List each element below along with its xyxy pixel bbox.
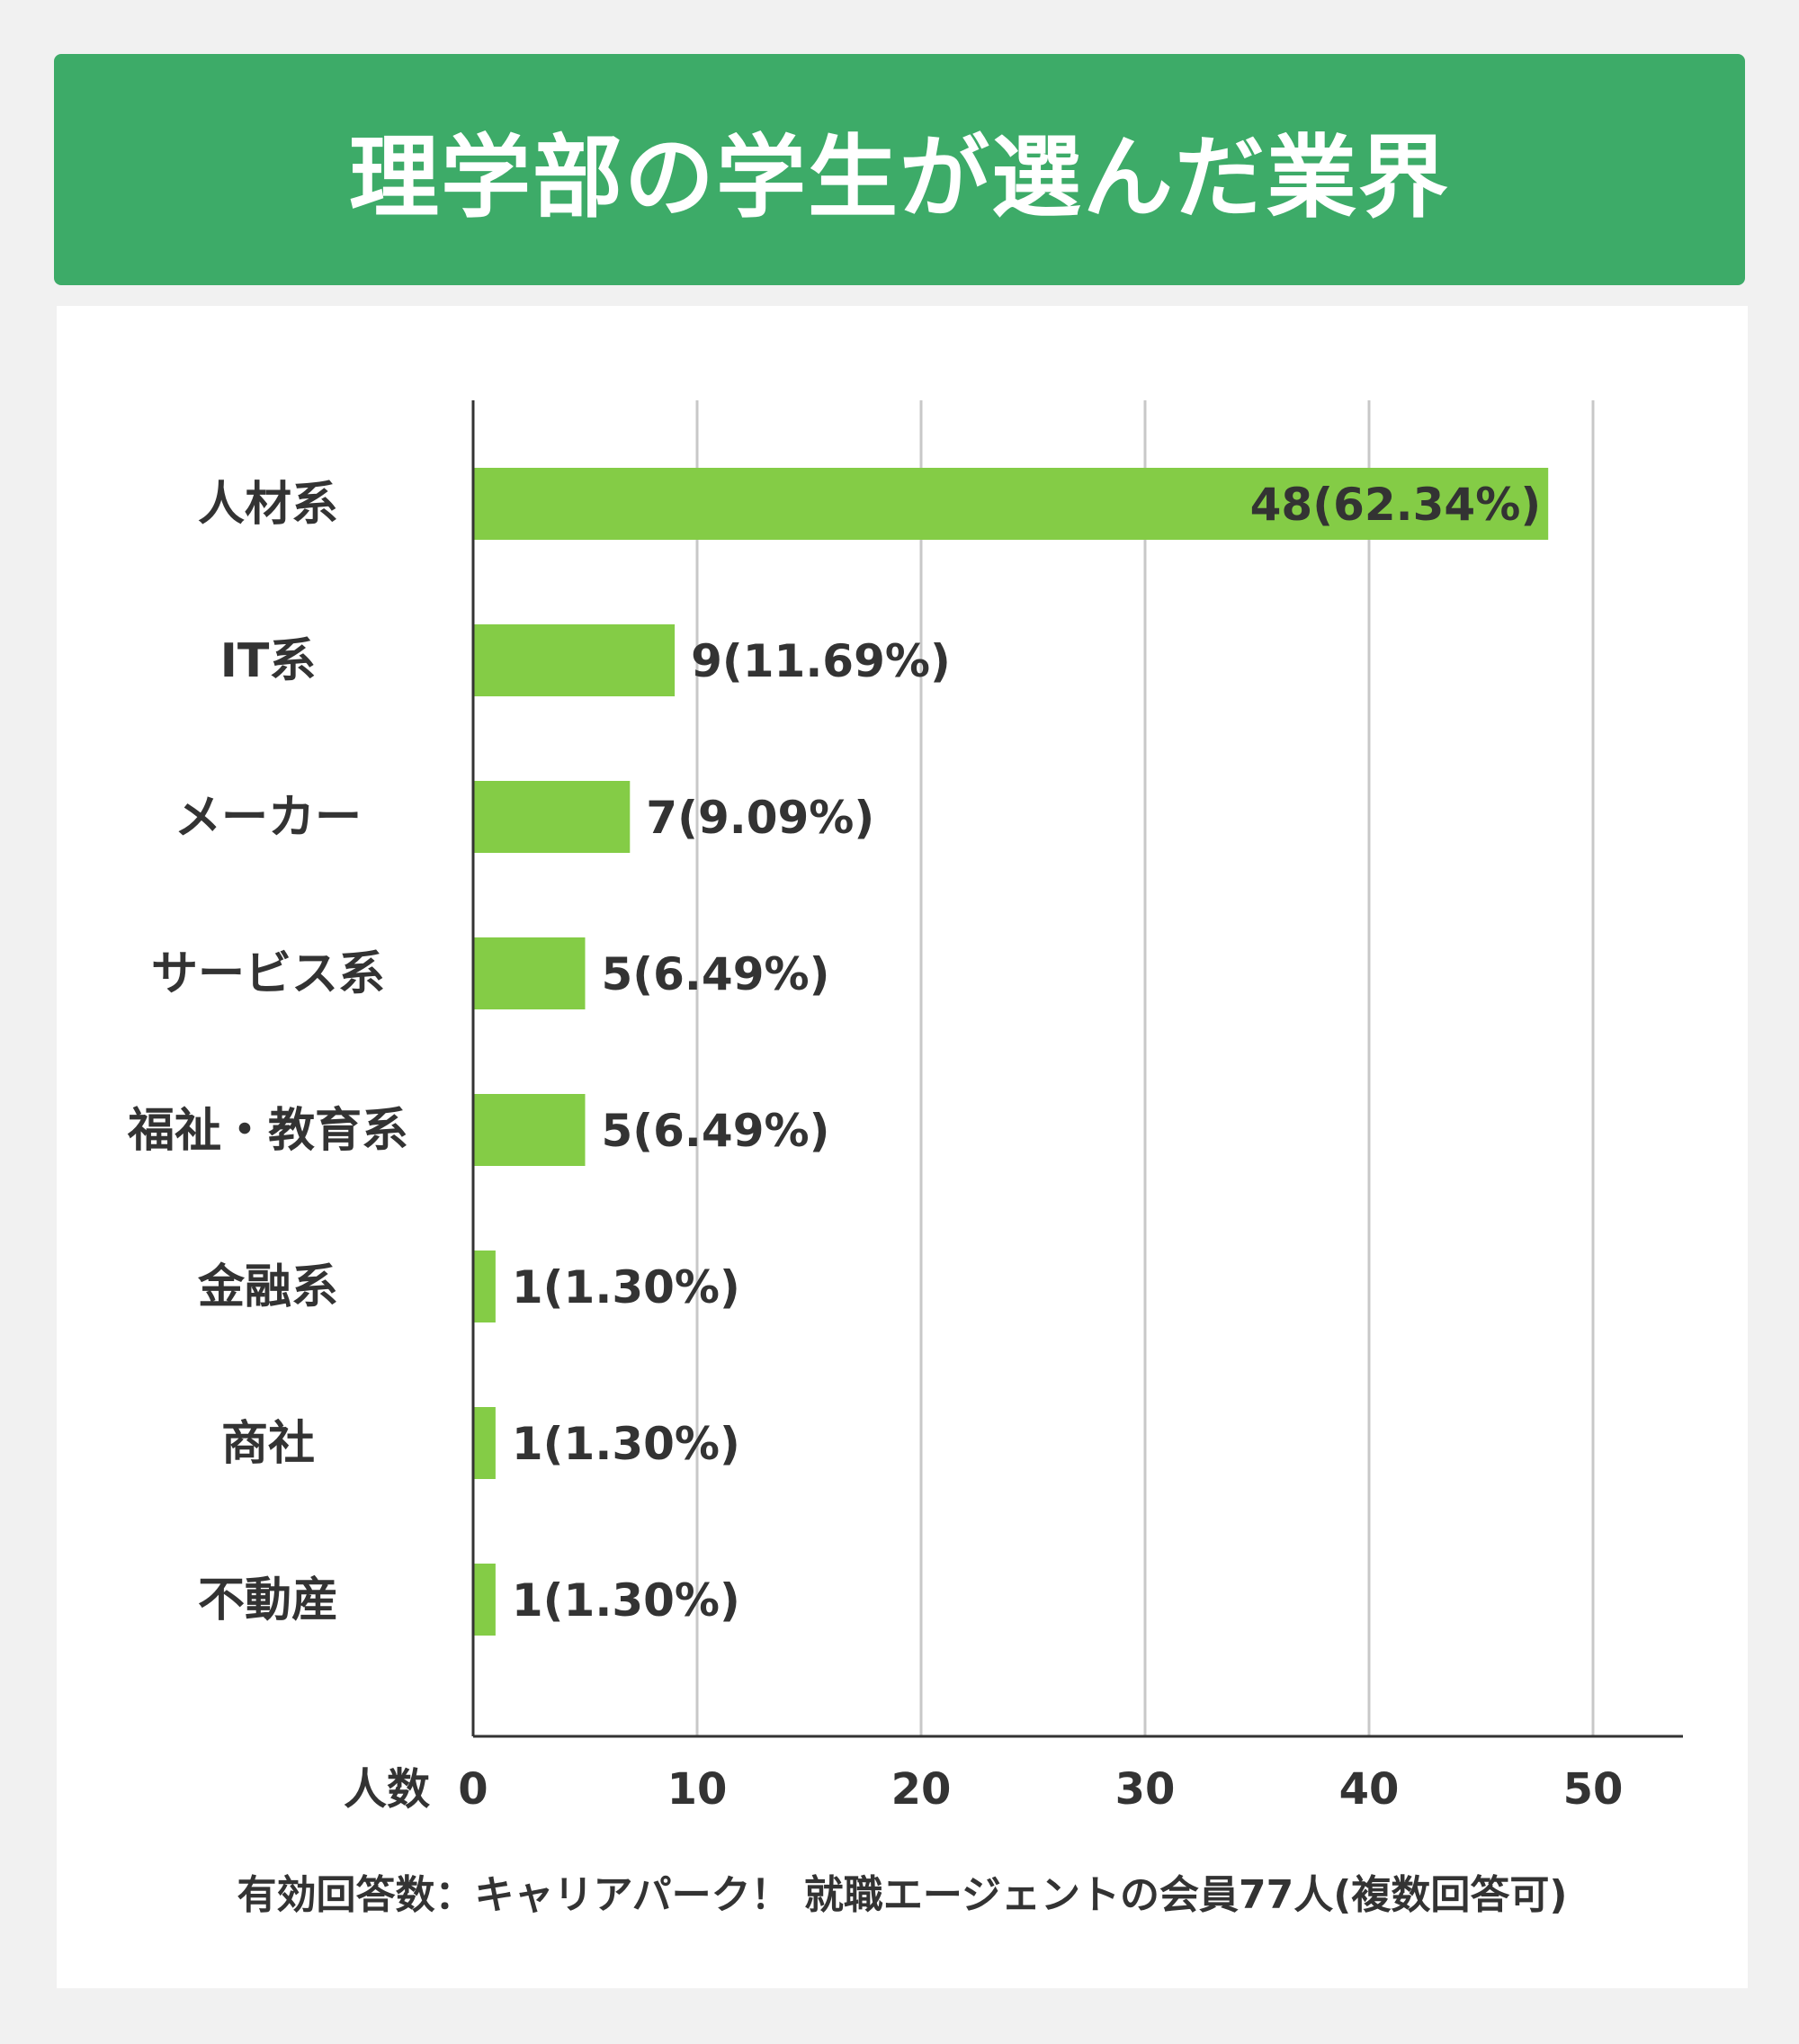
page-title: 理学部の学生が選んだ業界 [349,125,1450,230]
chart-card: 0 10 20 30 40 50 人数 人材系 48(62.34%) IT系 9(11.69%) メー… [57,306,1748,1988]
x-tick-label: 10 [667,1764,728,1815]
data-label: 7(9.09%) [646,792,874,844]
data-label: 1(1.30%) [512,1418,740,1470]
data-label: 9(11.69%) [691,635,951,687]
category-label: 不動産 [198,1573,338,1627]
category-label: 福祉・教育系 [127,1104,408,1158]
data-label: 5(6.49%) [602,1105,830,1157]
category-label: メーカー [175,791,362,845]
data-label: 1(1.30%) [512,1261,740,1313]
x-tick-label: 0 [458,1764,488,1815]
bar [473,1094,586,1166]
bar [473,1251,496,1322]
bar [473,1407,496,1479]
bar [473,1564,496,1636]
category-label: IT系 [220,634,317,688]
category-label: 人材系 [198,478,338,532]
bar [473,781,631,853]
title-banner: 理学部の学生が選んだ業界 [54,54,1745,285]
x-tick-label: 40 [1339,1764,1400,1815]
category-label: 金融系 [197,1260,338,1314]
data-label: 5(6.49%) [602,948,830,1000]
bar [473,468,1549,540]
bar [473,624,676,696]
x-tick-label: 30 [1115,1764,1176,1815]
category-label: サービス系 [151,947,385,1001]
bar-chart: 0 10 20 30 40 50 人数 人材系 48(62.34%) IT系 9(11.69%) メー… [127,400,1683,1815]
bar [473,937,586,1009]
x-tick-label: 20 [891,1764,952,1815]
x-tick-label: 50 [1563,1764,1624,1815]
chart-note: 有効回答数：キャリアパーク！ 就職エージェントの会員77人(複数回答可) [237,1872,1568,1918]
data-label: 1(1.30%) [512,1574,740,1627]
data-label: 48(62.34%) [1250,479,1542,531]
x-axis-label: 人数 [344,1764,430,1815]
category-label: 商社 [221,1417,315,1471]
